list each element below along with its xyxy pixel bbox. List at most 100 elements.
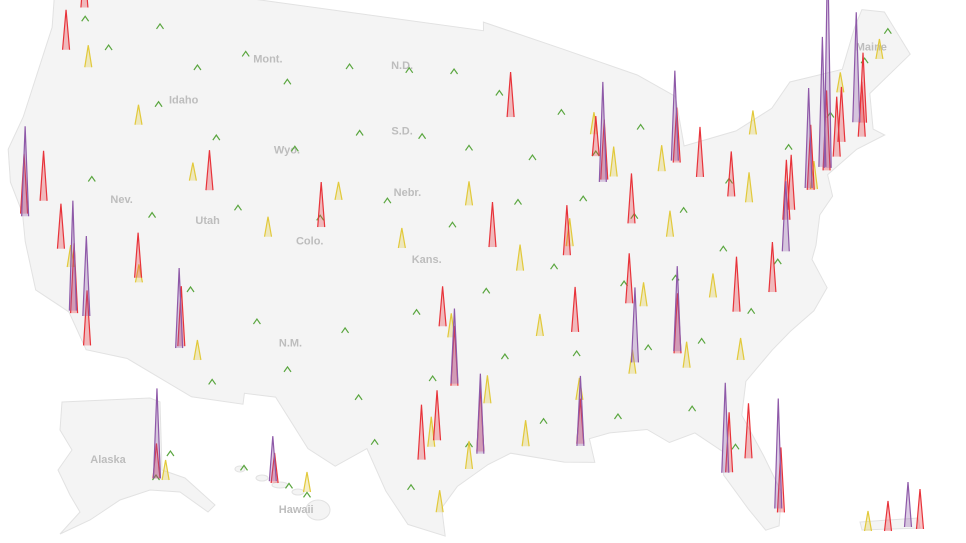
spike bbox=[630, 287, 640, 363]
spike bbox=[188, 162, 197, 181]
spike bbox=[68, 200, 77, 311]
state-label: Idaho bbox=[169, 95, 199, 107]
spike bbox=[572, 350, 581, 357]
spike bbox=[539, 417, 548, 425]
spike bbox=[768, 241, 777, 293]
spike bbox=[428, 375, 437, 382]
spike bbox=[744, 403, 753, 459]
spike bbox=[837, 86, 846, 142]
spike bbox=[483, 375, 492, 404]
contiguous-us-land bbox=[7, 0, 911, 537]
spike bbox=[818, 36, 827, 167]
spike bbox=[747, 307, 756, 315]
state-label: Mont. bbox=[253, 54, 282, 66]
spike bbox=[915, 488, 925, 530]
spike bbox=[883, 500, 893, 532]
spike bbox=[823, 0, 832, 168]
spike bbox=[495, 89, 504, 96]
spike bbox=[613, 412, 622, 420]
spike bbox=[731, 443, 740, 450]
spike bbox=[464, 181, 474, 206]
spike bbox=[241, 50, 250, 57]
spike bbox=[370, 438, 379, 446]
spike bbox=[781, 181, 790, 252]
spike bbox=[644, 343, 653, 351]
spike bbox=[175, 268, 184, 349]
spike bbox=[134, 104, 143, 125]
spike bbox=[341, 326, 350, 334]
spike bbox=[354, 393, 363, 401]
spike bbox=[562, 205, 571, 256]
spike bbox=[186, 285, 195, 293]
spike bbox=[787, 154, 796, 210]
spike bbox=[407, 483, 416, 491]
spike bbox=[513, 198, 522, 205]
spike bbox=[268, 436, 277, 482]
spike bbox=[39, 150, 48, 201]
state-label: Hawaii bbox=[279, 504, 314, 516]
spike bbox=[166, 449, 175, 457]
state-label: Maine bbox=[856, 42, 887, 54]
spike bbox=[627, 173, 636, 224]
spike bbox=[488, 201, 497, 248]
spike bbox=[82, 235, 91, 317]
spike bbox=[482, 287, 491, 294]
spike bbox=[579, 195, 588, 202]
spike bbox=[84, 45, 93, 68]
spike bbox=[317, 182, 326, 228]
spike bbox=[883, 27, 892, 35]
spike bbox=[283, 365, 292, 373]
spike bbox=[673, 266, 682, 352]
spike bbox=[290, 145, 299, 152]
spike bbox=[636, 123, 645, 130]
spike bbox=[852, 12, 861, 123]
spike bbox=[679, 206, 688, 214]
spike bbox=[355, 129, 364, 136]
spike bbox=[670, 70, 679, 161]
spike bbox=[80, 0, 89, 8]
alaska-land bbox=[57, 397, 216, 535]
spike bbox=[784, 143, 793, 150]
spike bbox=[418, 132, 427, 140]
state-label: S.D. bbox=[391, 125, 412, 137]
spike bbox=[571, 286, 580, 332]
spike bbox=[657, 145, 666, 172]
spike bbox=[285, 482, 293, 489]
spike bbox=[804, 88, 813, 189]
spike bbox=[334, 181, 343, 200]
spike bbox=[863, 510, 873, 532]
spike bbox=[598, 81, 607, 182]
spike bbox=[464, 440, 474, 470]
spike bbox=[61, 9, 71, 50]
spike bbox=[193, 63, 202, 71]
spike bbox=[725, 412, 734, 473]
spike bbox=[748, 110, 758, 135]
spike bbox=[736, 337, 745, 361]
spike bbox=[383, 197, 392, 204]
spike bbox=[263, 216, 273, 237]
spike bbox=[836, 72, 845, 93]
spike bbox=[506, 71, 515, 118]
spike bbox=[104, 44, 113, 51]
spike bbox=[557, 108, 566, 116]
spike bbox=[697, 337, 706, 344]
spike bbox=[515, 244, 525, 271]
spike bbox=[240, 464, 248, 471]
spike bbox=[719, 245, 728, 252]
spike bbox=[283, 78, 292, 85]
spike bbox=[21, 126, 30, 217]
spike bbox=[82, 290, 92, 346]
spike bbox=[774, 398, 783, 509]
spike bbox=[302, 471, 312, 493]
state-label: Alaska bbox=[90, 454, 126, 466]
spike bbox=[432, 390, 442, 441]
spike bbox=[345, 62, 354, 70]
land bbox=[7, 0, 921, 537]
state-label: Nev. bbox=[110, 194, 132, 206]
spike bbox=[208, 378, 217, 385]
spike bbox=[535, 313, 544, 337]
state-label: Kans. bbox=[412, 254, 442, 266]
spike bbox=[620, 280, 629, 287]
spike bbox=[528, 154, 537, 161]
